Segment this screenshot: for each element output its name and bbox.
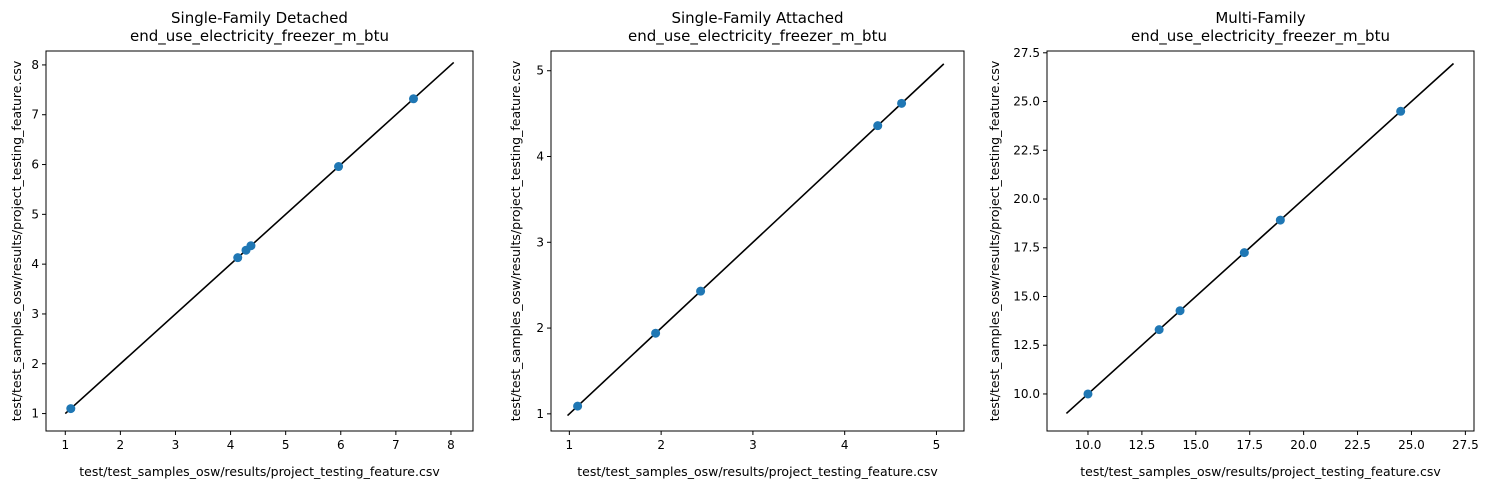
y-tick-label: 1 [31,407,39,421]
x-tick-label: 15.0 [1182,438,1209,452]
chart-panel-2: Single-Family Attachedend_use_electricit… [508,9,965,479]
data-point-1 [573,401,583,411]
x-axis-label: test/test_samples_osw/results/project_te… [1080,464,1441,479]
y-tick-label: 1 [536,407,544,421]
y-tick-label: 10.0 [1013,387,1040,401]
data-point-2 [651,328,661,338]
chart-title: Single-Family Attached [671,9,843,27]
chart-panel-1: Single-Family Detachedend_use_electricit… [9,9,474,479]
data-point-4 [1239,248,1249,258]
plot-frame [45,50,474,432]
x-tick-label: 5 [933,438,941,452]
x-tick-label: 1 [566,438,574,452]
x-tick-label: 4 [227,438,235,452]
x-tick-label: 5 [282,438,290,452]
data-point-6 [1396,106,1406,116]
x-tick-label: 4 [841,438,849,452]
x-tick-label: 3 [172,438,180,452]
chart-title: Multi-Family [1215,9,1305,27]
y-tick-label: 17.5 [1013,241,1040,255]
x-axis-label: test/test_samples_osw/results/project_te… [577,464,938,479]
y-tick-label: 5 [31,207,39,221]
x-tick-label: 2 [657,438,665,452]
x-axis-label: test/test_samples_osw/results/project_te… [79,464,440,479]
y-tick-label: 8 [31,58,39,72]
x-tick-label: 12.5 [1129,438,1156,452]
chart-title: Single-Family Detached [171,9,348,27]
x-tick-label: 2 [117,438,125,452]
y-tick-label: 7 [31,108,39,122]
x-tick-label: 20.0 [1290,438,1317,452]
data-point-1 [66,404,76,414]
y-tick-label: 22.5 [1013,143,1040,157]
data-point-4 [873,121,883,131]
y-axis-label: test/test_samples_osw/results/project_te… [508,60,523,421]
data-point-3 [696,286,706,296]
y-tick-label: 20.0 [1013,192,1040,206]
chart-panel-3: Multi-Familyend_use_electricity_freezer_… [987,9,1479,479]
data-point-1 [1083,389,1093,399]
y-tick-label: 4 [536,150,544,164]
data-point-3 [1175,306,1185,316]
y-tick-label: 2 [31,357,39,371]
x-tick-label: 27.5 [1452,438,1479,452]
x-tick-label: 8 [447,438,455,452]
data-point-5 [1275,215,1285,225]
x-tick-label: 17.5 [1236,438,1263,452]
chart-subtitle: end_use_electricity_freezer_m_btu [1131,27,1390,46]
x-tick-label: 7 [392,438,400,452]
y-tick-label: 5 [536,64,544,78]
x-tick-label: 22.5 [1344,438,1371,452]
x-tick-label: 3 [749,438,757,452]
x-tick-label: 25.0 [1398,438,1425,452]
y-tick-label: 25.0 [1013,95,1040,109]
y-axis-label: test/test_samples_osw/results/project_te… [987,60,1002,421]
y-tick-label: 3 [536,235,544,249]
data-point-2 [233,253,243,263]
plot-frame [550,50,965,432]
y-axis-label: test/test_samples_osw/results/project_te… [9,60,24,421]
data-point-5 [334,162,344,172]
y-tick-label: 15.0 [1013,289,1040,303]
x-tick-label: 10.0 [1075,438,1102,452]
data-point-6 [408,94,418,104]
x-tick-label: 6 [337,438,345,452]
y-tick-label: 4 [31,257,39,271]
plot-frame [1046,50,1475,432]
y-tick-label: 12.5 [1013,338,1040,352]
chart-subtitle: end_use_electricity_freezer_m_btu [130,27,389,46]
identity-line [64,61,455,415]
y-tick-label: 3 [31,307,39,321]
y-tick-label: 2 [536,321,544,335]
y-tick-label: 6 [31,158,39,172]
identity-line [1065,62,1455,415]
chart-subtitle: end_use_electricity_freezer_m_btu [628,27,887,46]
data-point-2 [1154,325,1164,335]
data-point-4 [246,241,256,251]
data-point-5 [897,98,907,108]
y-tick-label: 27.5 [1013,46,1040,60]
x-tick-label: 1 [61,438,69,452]
identity-line [566,63,945,417]
